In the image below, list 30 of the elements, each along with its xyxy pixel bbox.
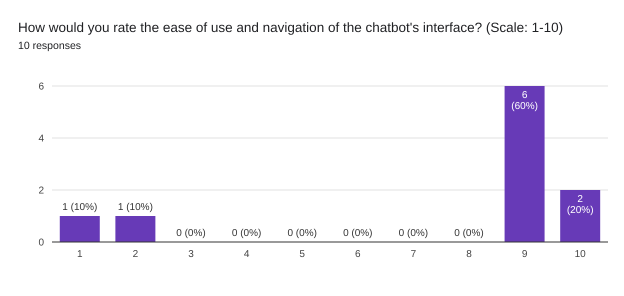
bar bbox=[504, 86, 545, 242]
y-tick-label: 4 bbox=[38, 134, 44, 145]
data-label: 0 (0%) bbox=[454, 228, 484, 239]
x-tick-label: 7 bbox=[410, 249, 417, 260]
y-tick-label: 2 bbox=[38, 186, 44, 197]
x-tick-label: 1 bbox=[77, 249, 84, 260]
x-tick-label: 5 bbox=[299, 249, 306, 260]
bar bbox=[60, 216, 100, 242]
data-label: 6 (60%) bbox=[511, 90, 538, 112]
bar bbox=[560, 190, 600, 242]
y-tick-label: 0 bbox=[38, 238, 44, 249]
data-label: 0 (0%) bbox=[176, 228, 206, 239]
x-tick-label: 8 bbox=[466, 249, 472, 260]
x-tick-label: 10 bbox=[574, 249, 586, 260]
chart-subtitle: 10 responses bbox=[18, 40, 82, 52]
data-label: 0 (0%) bbox=[232, 228, 262, 239]
x-tick-label: 3 bbox=[188, 249, 194, 260]
data-label: 1 (10%) bbox=[62, 202, 98, 213]
data-label: 1 (10%) bbox=[118, 202, 153, 213]
y-tick-label: 6 bbox=[38, 82, 44, 93]
x-tick-label: 2 bbox=[132, 249, 139, 260]
bar bbox=[115, 216, 156, 242]
x-tick-label: 9 bbox=[522, 249, 528, 260]
data-label: 0 (0%) bbox=[343, 228, 373, 239]
data-label: 2 (20%) bbox=[566, 194, 594, 216]
chart-title: How would you rate the ease of use and navigation of the chatbot's interface? (Scale: 1-10) bbox=[18, 20, 564, 35]
x-tick-label: 4 bbox=[244, 249, 250, 260]
data-label: 0 (0%) bbox=[287, 228, 317, 239]
data-label: 0 (0%) bbox=[398, 228, 428, 239]
x-tick-label: 6 bbox=[355, 249, 362, 260]
